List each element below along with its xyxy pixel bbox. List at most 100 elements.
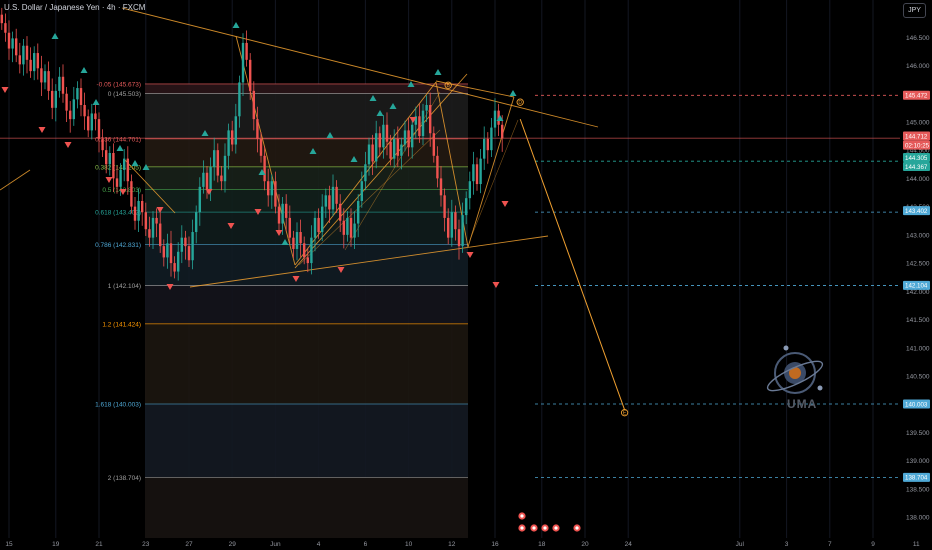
candle-body: [223, 155, 227, 182]
candle-body: [306, 257, 309, 264]
fib-zone: [145, 189, 468, 213]
sell-signal-icon: [337, 267, 345, 273]
candle-body: [180, 237, 183, 252]
candle-body: [328, 195, 331, 210]
time-tick-label: 23: [142, 541, 150, 548]
candle-body: [249, 59, 252, 91]
event-icon-center: [575, 526, 579, 530]
time-tick-label: 19: [52, 541, 60, 548]
candle-body: [436, 155, 439, 179]
candle-body: [418, 116, 421, 137]
price-label-box: [903, 162, 930, 172]
candle-body: [421, 110, 425, 137]
candle-body: [202, 172, 205, 187]
time-tick-label: 10: [405, 541, 413, 548]
candle-body: [385, 124, 389, 142]
price-tick-label: 142.000: [906, 289, 930, 296]
candle-body: [184, 237, 187, 247]
candle-body: [205, 172, 209, 190]
candle-body: [216, 150, 219, 176]
time-tick-label: 15: [5, 541, 13, 548]
buy-signal-icon: [389, 103, 397, 109]
candle-body: [76, 88, 79, 100]
sell-signal-icon: [105, 177, 113, 183]
candle-body: [105, 150, 108, 165]
candle-body: [177, 251, 180, 272]
candle-body: [173, 263, 176, 272]
candle-body: [256, 119, 259, 139]
time-tick-label: 9: [871, 541, 875, 548]
price-label-box: [903, 153, 930, 163]
candle-body: [97, 119, 101, 139]
buy-signal-icon: [80, 67, 88, 73]
candle-body: [130, 181, 133, 207]
buy-signal-icon: [309, 148, 317, 154]
candle-body: [331, 186, 335, 210]
candle-body: [169, 243, 173, 264]
price-tick-label: 141.000: [906, 345, 930, 352]
price-label-text: 02:10:25: [905, 142, 930, 149]
sell-signal-icon: [1, 87, 9, 93]
buy-signal-icon: [509, 90, 517, 96]
time-tick-label: 6: [364, 541, 368, 548]
uma-logo-icon: [766, 345, 824, 394]
currency-button[interactable]: JPY: [903, 3, 926, 18]
sell-signal-icon: [409, 117, 417, 123]
candle-body: [414, 116, 417, 125]
candle-body: [54, 90, 57, 108]
price-label-text: 138.704: [905, 475, 928, 482]
fib-label: 0.786 (142.831): [95, 242, 141, 249]
price-label-box: [903, 399, 930, 409]
candle-body: [144, 212, 147, 230]
logo-center: [789, 367, 801, 379]
trend-line: [189, 235, 549, 288]
time-tick-label: 11: [913, 541, 920, 548]
candle-body: [339, 203, 342, 221]
candle-body: [148, 229, 151, 238]
fib-zone: [145, 166, 468, 190]
buy-signal-icon: [131, 160, 139, 166]
fib-label: 1 (142.104): [108, 283, 141, 290]
fib-label: 2 (138.704): [108, 475, 141, 482]
time-tick-label: 12: [448, 541, 456, 548]
candle-body: [220, 175, 223, 182]
trend-line: [294, 73, 468, 269]
fib-zone: [145, 323, 468, 405]
sell-signal-icon: [64, 142, 72, 148]
price-tick-label: 139.500: [906, 430, 930, 437]
candle-body: [29, 59, 32, 72]
trend-line: [467, 96, 515, 248]
price-tick-label: 142.500: [906, 261, 930, 268]
candle-body: [119, 169, 122, 187]
candle-body: [187, 246, 191, 261]
candle-body: [457, 229, 461, 247]
sell-signal-icon: [492, 282, 500, 288]
candle-body: [241, 42, 245, 83]
candle-body: [486, 138, 489, 151]
candle-body: [166, 243, 169, 258]
candle-body: [7, 32, 11, 49]
candle-body: [357, 200, 360, 224]
price-label-text: 144.712: [905, 133, 928, 140]
candle-body: [238, 82, 241, 117]
candle-body: [162, 246, 165, 258]
candle-body: [425, 105, 428, 111]
candle-body: [151, 217, 155, 238]
candle-body: [115, 178, 119, 187]
candle-body: [43, 71, 47, 83]
candle-body: [310, 237, 313, 264]
event-icon-center: [554, 526, 558, 530]
candle-body: [367, 144, 371, 165]
candle-body: [4, 23, 7, 33]
candle-body: [51, 90, 54, 108]
candle-body: [231, 130, 234, 145]
buy-signal-icon: [496, 115, 504, 121]
pattern-point-label: E: [623, 411, 627, 417]
candle-body: [191, 232, 194, 261]
logo-orbit: [766, 360, 824, 392]
candle-body: [15, 38, 18, 56]
price-tick-label: 145.000: [906, 119, 930, 126]
candle-body: [0, 14, 4, 24]
price-axis-bg: [900, 0, 932, 550]
